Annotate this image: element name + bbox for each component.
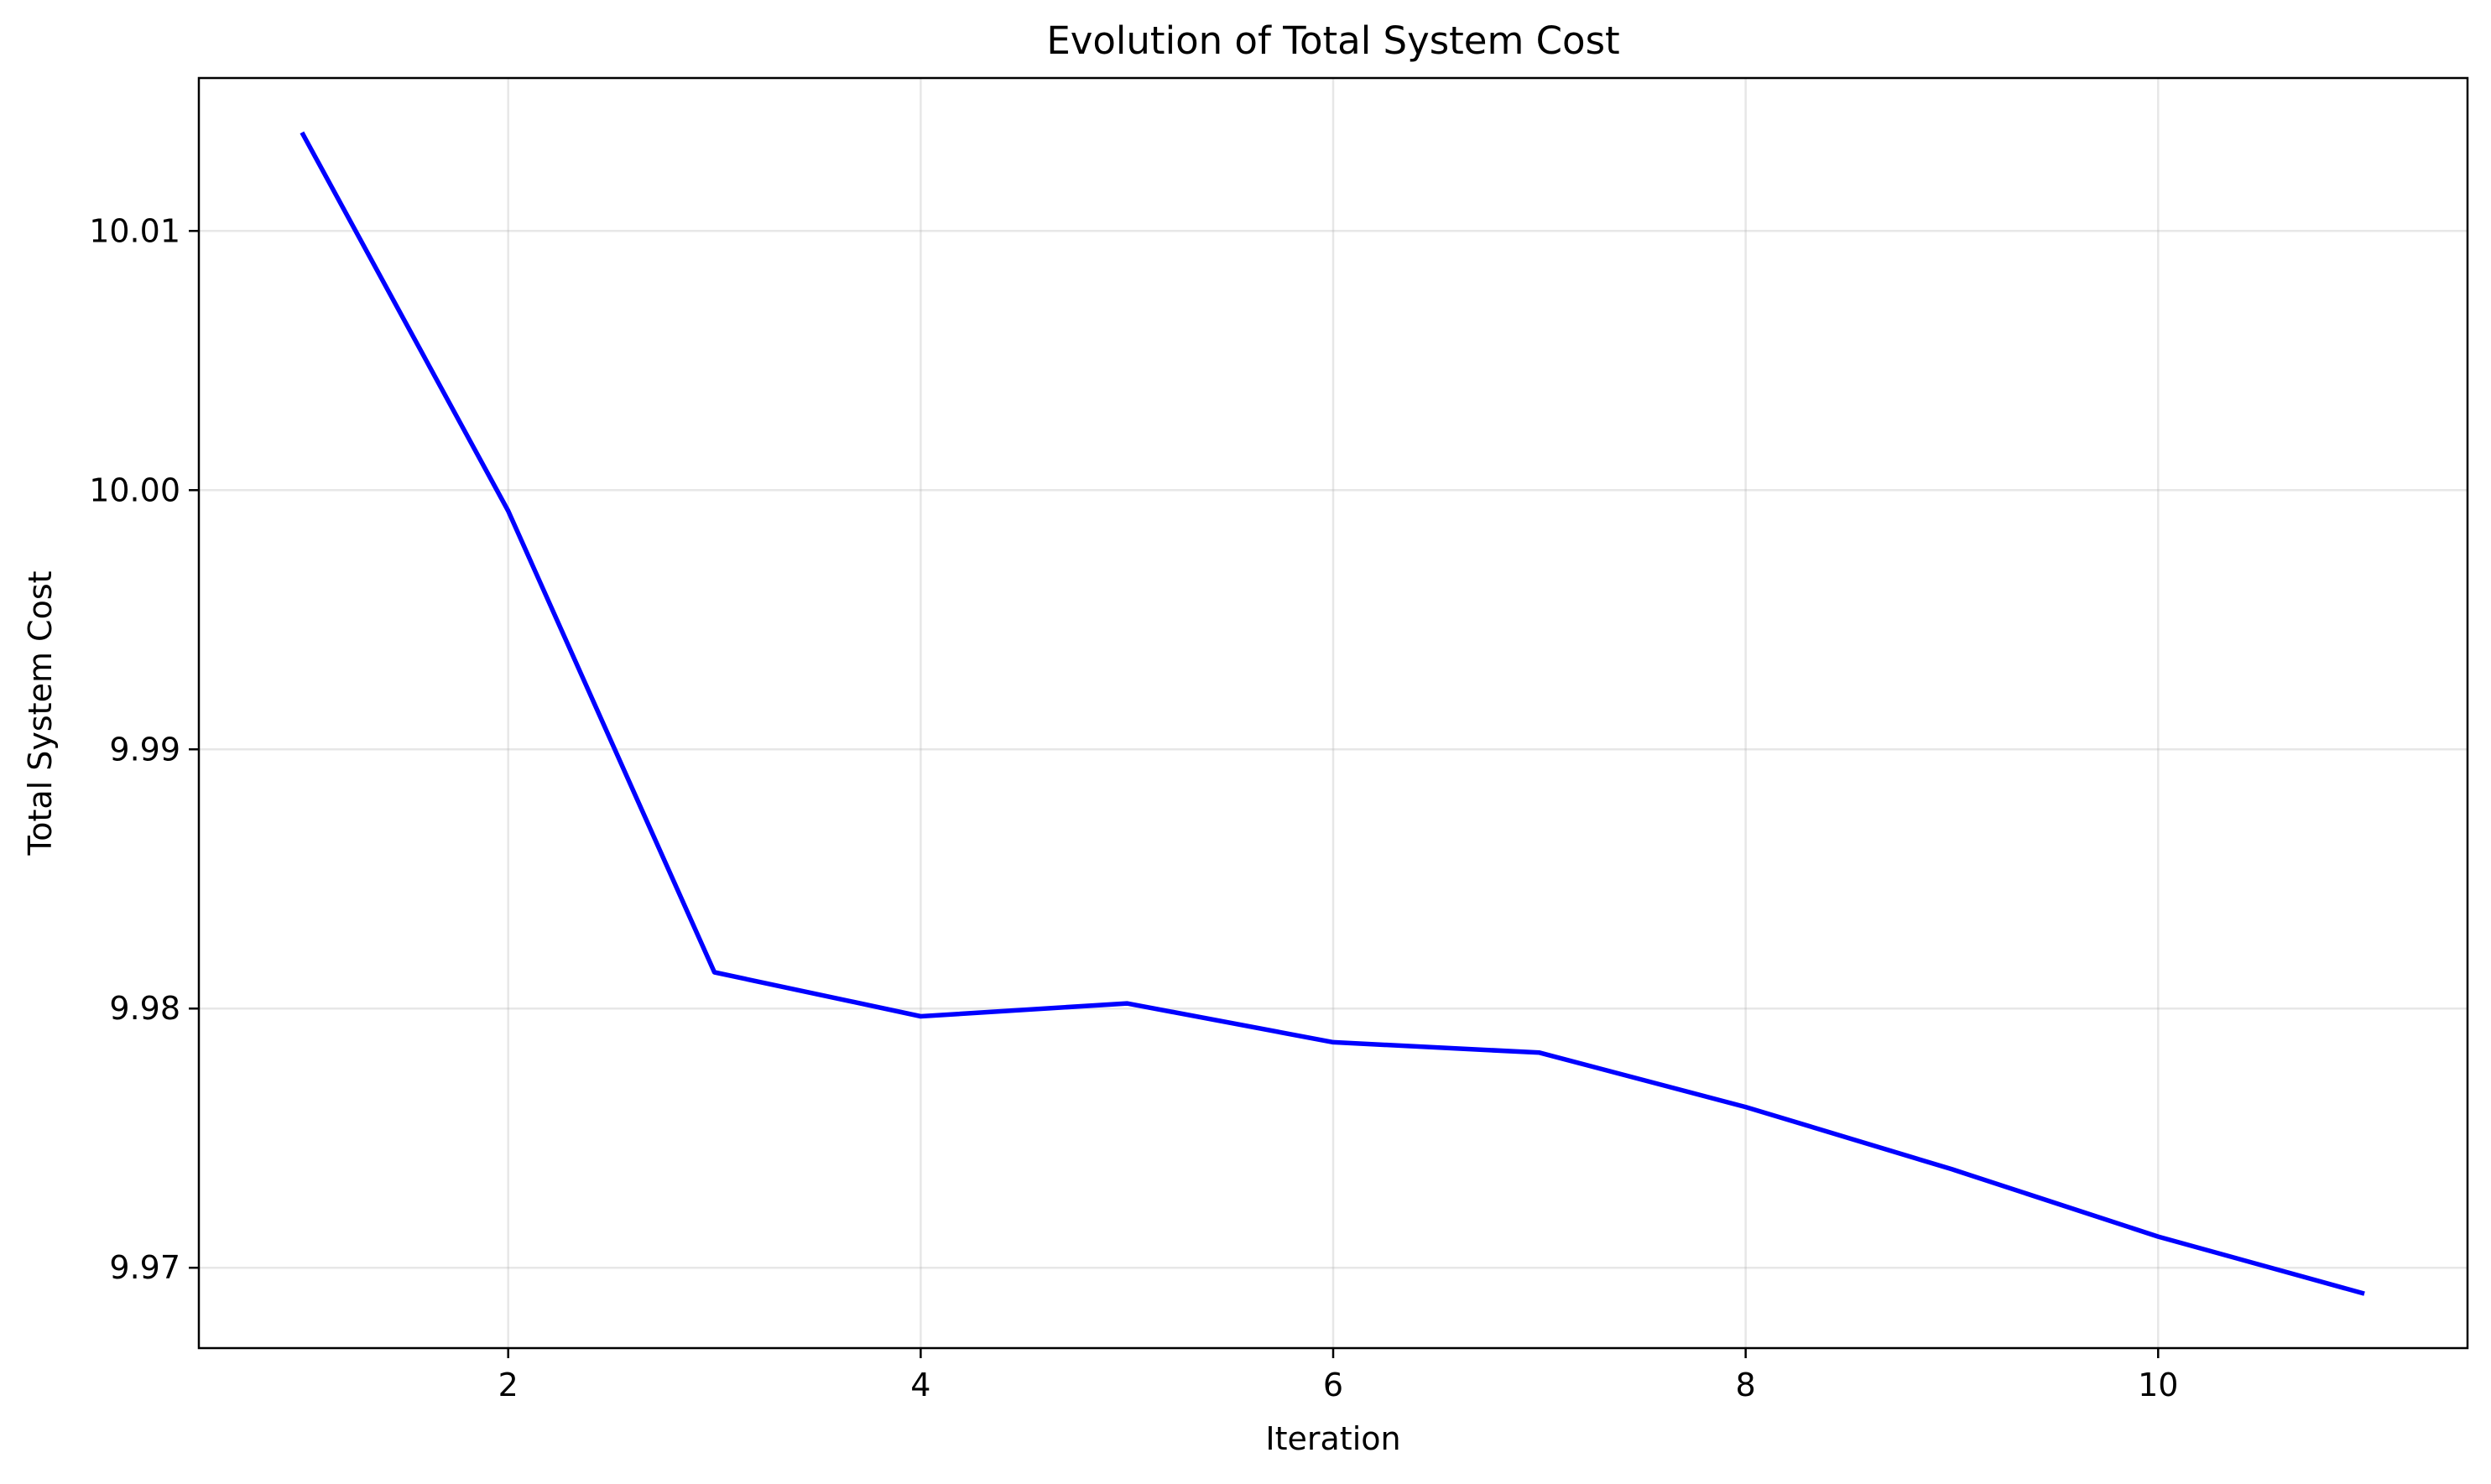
series-layer — [300, 131, 2365, 1296]
y-tick-label: 9.97 — [109, 1249, 180, 1286]
x-axis-label: Iteration — [1265, 1420, 1400, 1457]
x-tick-label: 10 — [2138, 1367, 2178, 1403]
y-tick-label: 9.99 — [109, 731, 180, 768]
x-tick-label: 6 — [1323, 1367, 1343, 1403]
y-tick-label: 9.98 — [109, 990, 180, 1027]
chart-title: Evolution of Total System Cost — [1046, 18, 1619, 63]
grid-layer — [199, 78, 2468, 1348]
series-line — [300, 131, 2365, 1296]
x-tick-label: 2 — [498, 1367, 519, 1403]
x-tick-label: 8 — [1736, 1367, 1756, 1403]
x-axis-ticks: 2 4 6 8 10 — [498, 1348, 2178, 1403]
y-tick-label: 10.01 — [89, 212, 180, 249]
x-tick-label: 4 — [910, 1367, 930, 1403]
y-tick-label: 10.00 — [89, 471, 180, 508]
y-axis-label: Total System Cost — [22, 570, 59, 856]
y-axis-ticks: 9.97 9.98 9.99 10.00 10.01 — [89, 212, 199, 1286]
